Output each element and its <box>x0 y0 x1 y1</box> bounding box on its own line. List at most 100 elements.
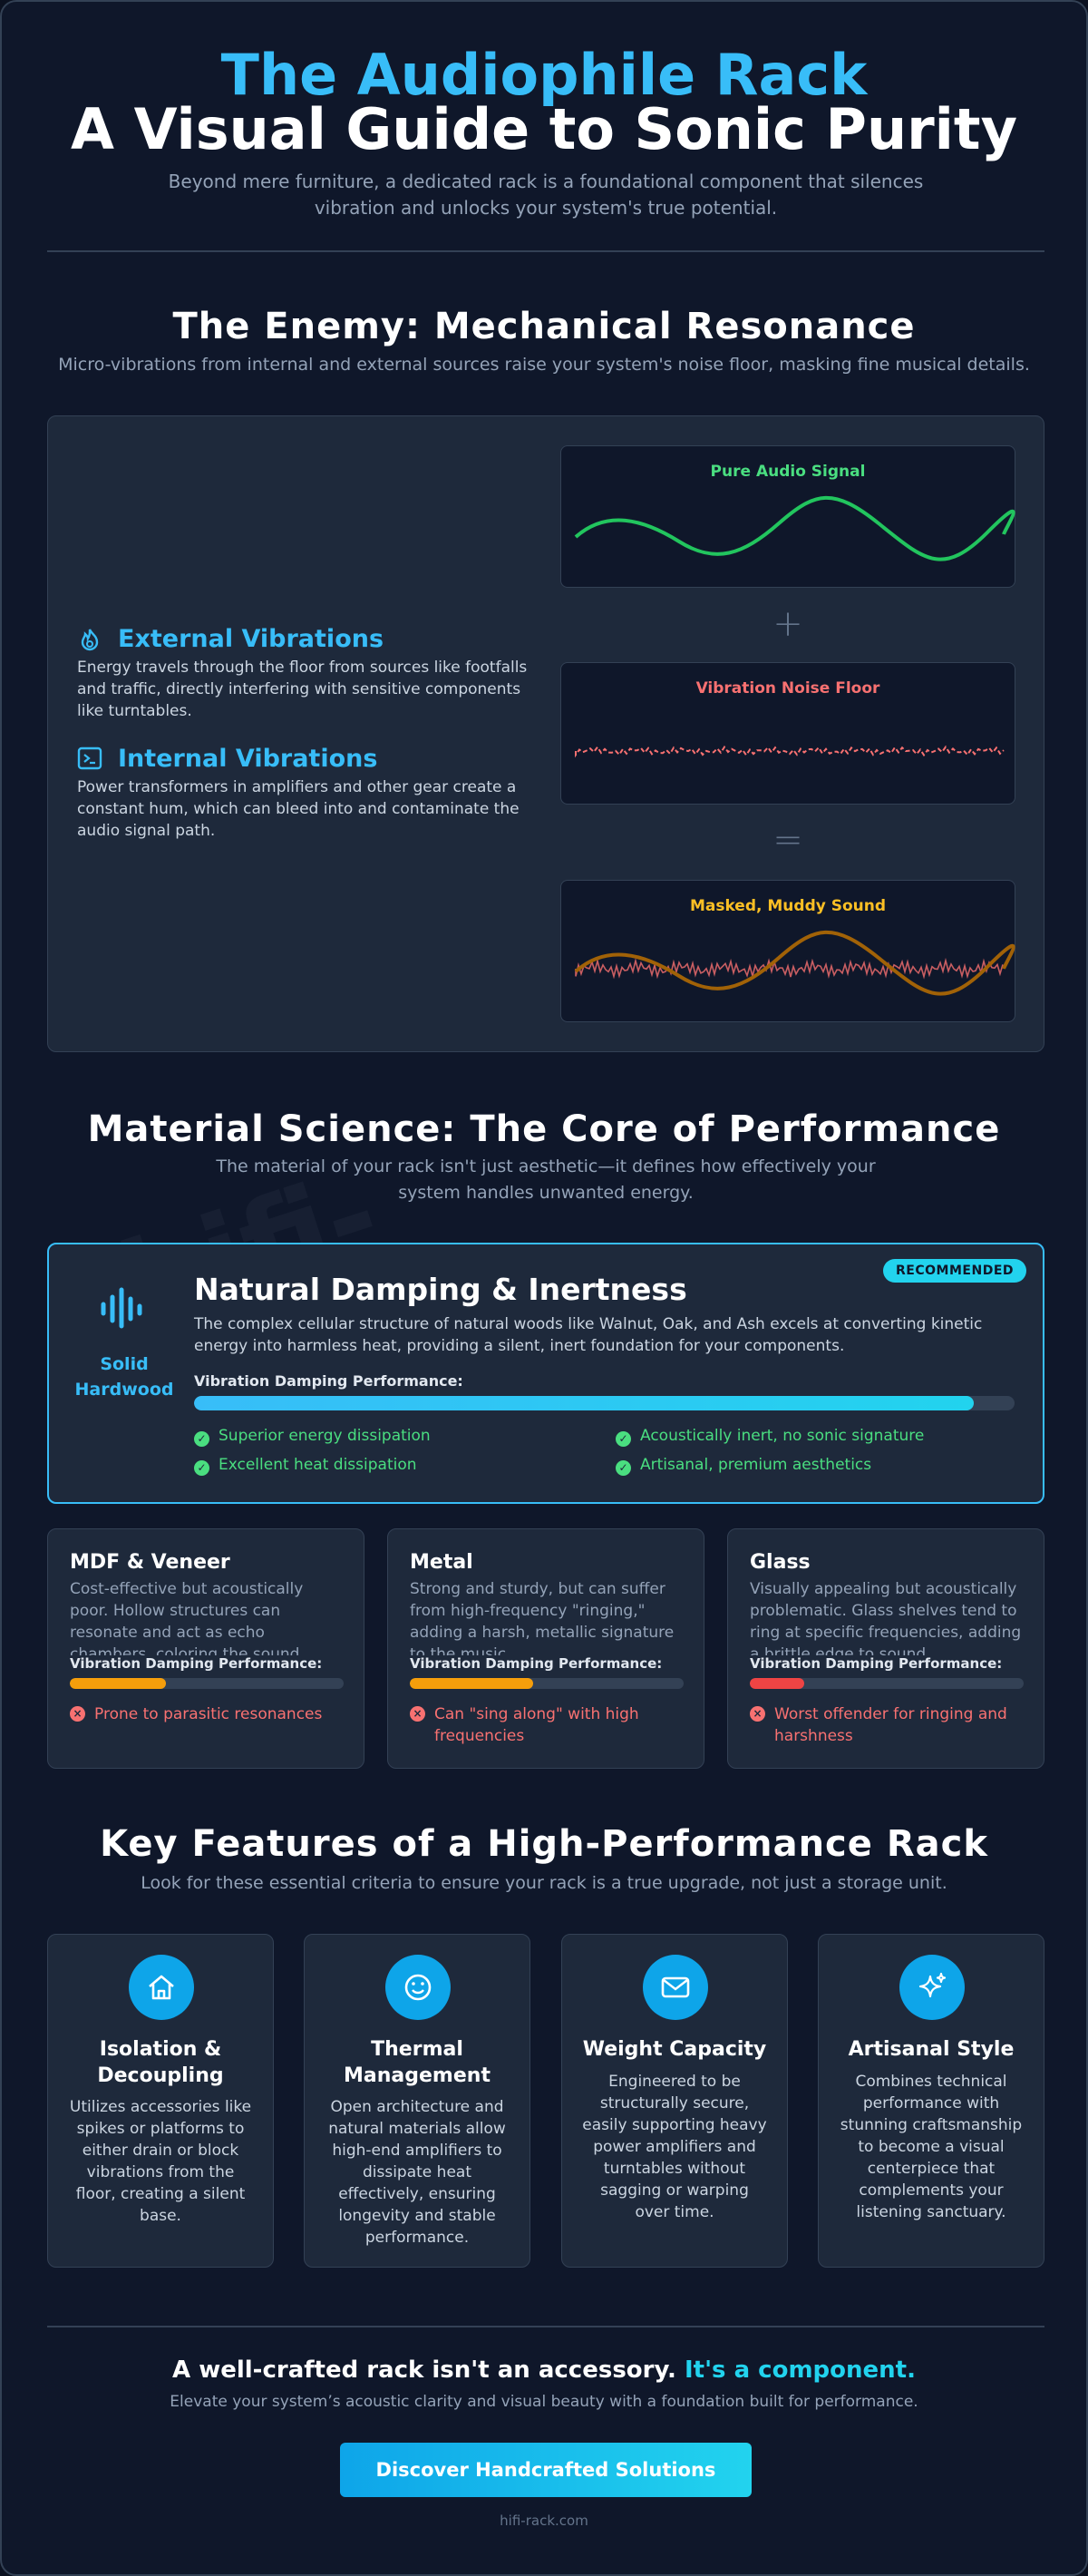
divider <box>47 2326 1044 2327</box>
diagram-label: Pure Audio Signal <box>710 463 866 481</box>
title: The Audiophile Rack <box>220 42 868 108</box>
x-icon: × <box>70 1706 85 1722</box>
card-text: Cost-effective but acoustically poor. Ho… <box>70 1580 305 1664</box>
benefit: ✓ Artisanal, premium aesthetics <box>616 1456 871 1476</box>
card-title: MDF & Veneer <box>70 1551 230 1574</box>
check-icon: ✓ <box>194 1460 209 1476</box>
diagram-label: Vibration Noise Floor <box>695 679 880 698</box>
material-card: Glass Visually appealing but acousticall… <box>727 1528 1044 1769</box>
featured-title: Natural Damping & Inertness <box>194 1272 687 1307</box>
wave <box>574 930 1015 996</box>
closing-heading-text: A well-crafted rack isn't an accessory. <box>172 2356 676 2384</box>
metric-label: Vibration Damping Performance: <box>70 1655 344 1672</box>
wave <box>575 745 1005 758</box>
material-name: Solid Hardwood <box>74 1354 174 1400</box>
drawback: × Worst offender for ringing and harshnes… <box>750 1703 1031 1747</box>
feature-title: Artisanal Style <box>848 2038 1015 2061</box>
source-text: Power transformers in amplifiers and oth… <box>77 778 520 840</box>
drawback-text: Worst offender for ringing and harshness <box>774 1705 1007 1745</box>
closing-highlight: It's a component. <box>684 2356 916 2384</box>
equals-sign: = <box>772 819 803 861</box>
diagram-box: Vibration Noise Floor <box>560 662 1015 805</box>
metric-label: Vibration Damping Performance: <box>194 1372 463 1390</box>
material-card: Metal Strong and sturdy, but can suffer … <box>387 1528 704 1769</box>
card-text: Visually appealing but acoustically prob… <box>750 1580 1022 1664</box>
feature-card: Thermal Management Open architecture and… <box>304 1934 530 2268</box>
feature-icon <box>129 1955 194 2020</box>
check-icon: ✓ <box>616 1431 631 1447</box>
benefit: ✓ Excellent heat dissipation <box>194 1456 417 1476</box>
feature-text: Combines technical performance with stun… <box>840 2073 1023 2221</box>
feature-text: Utilizes accessories like spikes or plat… <box>69 2098 252 2225</box>
intro: Beyond mere furniture, a dedicated rack … <box>168 171 924 219</box>
check-icon: ✓ <box>194 1431 209 1447</box>
feature-icon <box>385 1955 451 2020</box>
feature-text: Engineered to be structurally secure, ea… <box>582 2073 767 2221</box>
cta-button[interactable]: Discover Handcrafted Solutions <box>340 2443 752 2497</box>
drawback-text: Prone to parasitic resonances <box>94 1705 323 1723</box>
performance-bar <box>750 1678 805 1689</box>
featured-card: RECOMMENDED Solid Hardwood Natural Dampi… <box>47 1243 1044 1504</box>
section-heading: Material Science: The Core of Performanc… <box>87 1108 1001 1150</box>
source-text: Energy travels through the floor from so… <box>77 659 528 720</box>
performance-bar <box>194 1396 974 1410</box>
performance-track <box>194 1396 1015 1410</box>
performance-track <box>70 1678 344 1689</box>
divider <box>47 250 1044 252</box>
feature-title: Isolation & Decoupling <box>97 2038 224 2087</box>
performance-bar <box>70 1678 166 1689</box>
source-title: External Vibrations <box>118 625 384 653</box>
check-icon: ✓ <box>616 1460 631 1476</box>
feature-card: Isolation & Decoupling Utilizes accessor… <box>47 1934 274 2268</box>
drawback: × Prone to parasitic resonances <box>70 1703 351 1725</box>
benefit-text: Excellent heat dissipation <box>219 1456 417 1474</box>
terminal-icon <box>77 746 102 770</box>
subtitle: A Visual Guide to Sonic Purity <box>71 96 1017 162</box>
drawback-text: Can "sing along" with high frequencies <box>434 1705 639 1745</box>
benefit-text: Superior energy dissipation <box>219 1427 431 1445</box>
diagram-box: Masked, Muddy Sound <box>560 880 1015 1022</box>
section-description: Micro-vibrations from internal and exter… <box>58 355 1030 375</box>
section-heading: The Enemy: Mechanical Resonance <box>172 306 916 347</box>
feature-card: Weight Capacity Engineered to be structu… <box>561 1934 788 2268</box>
card-title: Metal <box>410 1551 473 1574</box>
feature-text: Open architecture and natural materials … <box>328 2098 506 2247</box>
feature-title: Weight Capacity <box>582 2038 767 2061</box>
benefit: ✓ Superior energy dissipation <box>194 1427 431 1447</box>
metric-label: Vibration Damping Performance: <box>750 1655 1024 1672</box>
metric-label: Vibration Damping Performance: <box>410 1655 684 1672</box>
performance-track <box>410 1678 684 1689</box>
sound-icon <box>101 1287 142 1329</box>
feature-icon <box>643 1955 708 2020</box>
feature-icon <box>899 1955 965 2020</box>
x-icon: × <box>750 1706 765 1722</box>
flame-icon <box>81 629 99 651</box>
x-icon: × <box>410 1706 425 1722</box>
benefit-text: Artisanal, premium aesthetics <box>640 1456 872 1474</box>
section-heading: Key Features of a High-Performance Rack <box>100 1823 988 1865</box>
diagram-label: Masked, Muddy Sound <box>689 897 887 915</box>
feature-card: Artisanal Style Combines technical perfo… <box>818 1934 1044 2268</box>
benefit-text: Acoustically inert, no sonic signature <box>640 1427 925 1445</box>
closing-heading: A well-crafted rack isn't an accessory. … <box>2 2356 1086 2384</box>
performance-track <box>750 1678 1024 1689</box>
resonance-panel: External Vibrations Energy travels throu… <box>47 415 1044 1052</box>
performance-bar <box>410 1678 533 1689</box>
wave <box>574 495 1015 561</box>
material-card: MDF & Veneer Cost-effective but acoustic… <box>47 1528 364 1769</box>
badge: RECOMMENDED <box>883 1259 1026 1283</box>
drawback: × Can "sing along" with high frequencies <box>410 1703 691 1747</box>
feature-title: Thermal Management <box>344 2038 491 2087</box>
section-description: Look for these essential criteria to ens… <box>141 1873 947 1893</box>
source-title: Internal Vibrations <box>118 745 378 773</box>
card-title: Glass <box>750 1551 811 1574</box>
benefit: ✓ Acoustically inert, no sonic signature <box>616 1427 924 1447</box>
footer: hifi-rack.com <box>500 2513 588 2529</box>
plus-sign: + <box>772 603 803 645</box>
diagram-box: Pure Audio Signal <box>560 445 1015 588</box>
section-description: The material of your rack isn't just aes… <box>216 1156 876 1203</box>
card-text: Strong and sturdy, but can suffer from h… <box>410 1580 675 1664</box>
